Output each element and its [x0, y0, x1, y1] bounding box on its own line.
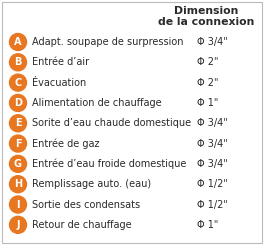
Text: Sortie des condensats: Sortie des condensats — [32, 199, 140, 209]
Text: Alimentation de chauffage: Alimentation de chauffage — [32, 98, 162, 108]
Circle shape — [10, 155, 26, 172]
Text: G: G — [14, 159, 22, 169]
Circle shape — [10, 135, 26, 152]
Text: B: B — [14, 57, 22, 67]
Circle shape — [10, 94, 26, 111]
Text: de la connexion: de la connexion — [158, 17, 254, 27]
Text: I: I — [16, 199, 20, 209]
Circle shape — [10, 74, 26, 91]
Text: Entrée de gaz: Entrée de gaz — [32, 138, 100, 149]
Text: H: H — [14, 179, 22, 189]
Text: Φ 1": Φ 1" — [197, 220, 218, 230]
Circle shape — [10, 176, 26, 193]
Text: Retour de chauffage: Retour de chauffage — [32, 220, 132, 230]
Text: Φ 3/4": Φ 3/4" — [197, 139, 227, 148]
Text: Φ 2": Φ 2" — [197, 57, 218, 67]
Text: F: F — [15, 139, 21, 148]
Text: Φ 3/4": Φ 3/4" — [197, 37, 227, 47]
Text: Φ 1/2": Φ 1/2" — [197, 199, 228, 209]
Text: E: E — [15, 118, 21, 128]
Text: Adapt. soupape de surpression: Adapt. soupape de surpression — [32, 37, 183, 47]
Circle shape — [10, 34, 26, 50]
Text: Remplissage auto. (eau): Remplissage auto. (eau) — [32, 179, 151, 189]
Circle shape — [10, 54, 26, 71]
Text: Sorite d’eau chaude domestique: Sorite d’eau chaude domestique — [32, 118, 191, 128]
Text: A: A — [14, 37, 22, 47]
Text: Φ 3/4": Φ 3/4" — [197, 159, 227, 169]
Text: Φ 3/4": Φ 3/4" — [197, 118, 227, 128]
Text: D: D — [14, 98, 22, 108]
Text: Évacuation: Évacuation — [32, 78, 86, 88]
Text: Φ 1": Φ 1" — [197, 98, 218, 108]
Text: C: C — [14, 78, 22, 88]
Circle shape — [10, 216, 26, 233]
Text: Entrée d’eau froide domestique: Entrée d’eau froide domestique — [32, 159, 186, 169]
Circle shape — [10, 196, 26, 213]
Circle shape — [10, 115, 26, 132]
Text: Φ 2": Φ 2" — [197, 78, 218, 88]
Text: Dimension: Dimension — [174, 6, 238, 16]
Text: Entrée d’air: Entrée d’air — [32, 57, 89, 67]
Text: J: J — [16, 220, 20, 230]
Text: Φ 1/2": Φ 1/2" — [197, 179, 228, 189]
